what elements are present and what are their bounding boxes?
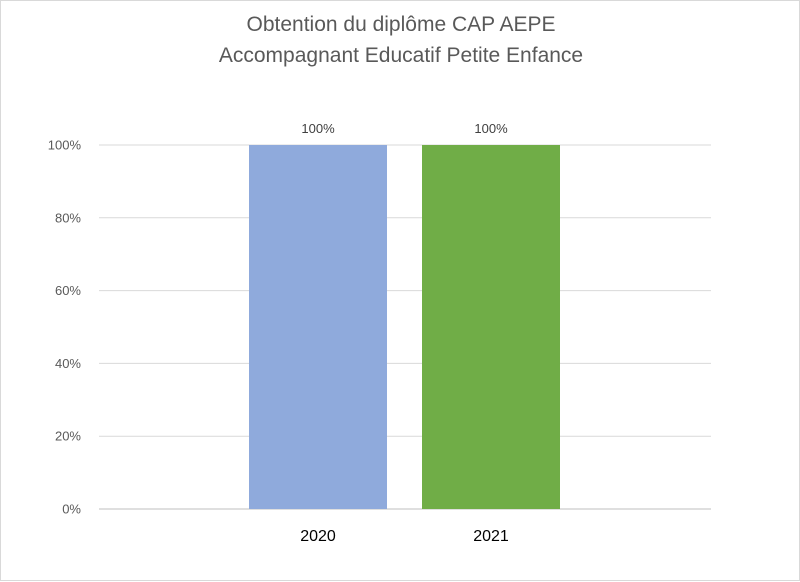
chart-title-line-2: Accompagnant Educatif Petite Enfance	[218, 44, 584, 67]
y-tick-label: 60%	[55, 283, 81, 298]
x-tick-label: 2020	[300, 528, 336, 545]
y-tick-label: 100%	[48, 138, 82, 153]
y-tick-label: 40%	[55, 356, 81, 371]
bar	[422, 145, 560, 509]
data-label: 100%	[301, 121, 335, 136]
y-tick-label: 80%	[55, 210, 81, 225]
y-tick-label: 20%	[55, 429, 81, 444]
data-label: 100%	[474, 121, 508, 136]
x-tick-label: 2021	[473, 528, 509, 545]
bar	[249, 145, 387, 509]
y-tick-label: 0%	[62, 502, 81, 517]
chart-title-line-1: Obtention du diplôme CAP AEPE	[246, 13, 556, 36]
chart-title: Obtention du diplôme CAP AEPE Accompagna…	[1, 9, 800, 71]
